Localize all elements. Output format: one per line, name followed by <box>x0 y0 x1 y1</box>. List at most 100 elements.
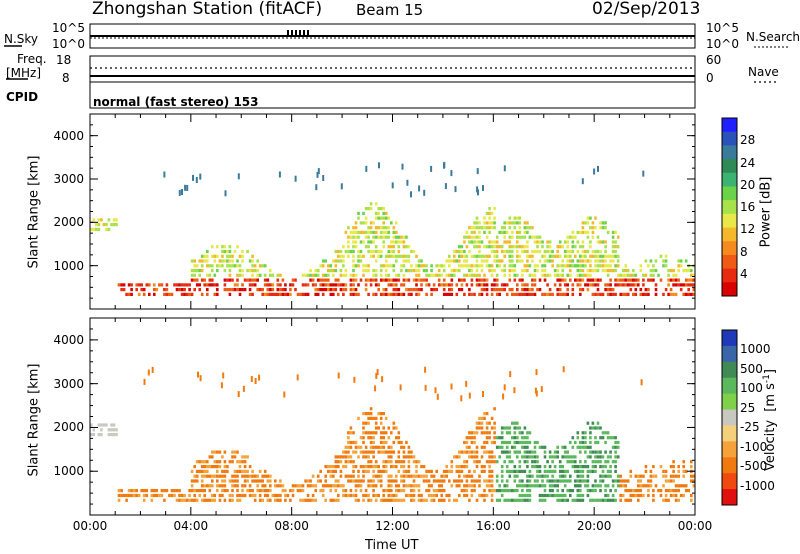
velocity-cell <box>513 465 517 469</box>
power-cell <box>228 288 232 292</box>
velocity-label-unit: [m s <box>763 383 779 412</box>
power-cell <box>566 249 569 254</box>
velocity-cell <box>402 479 406 483</box>
power-cell <box>395 292 398 296</box>
power-cell <box>543 264 547 268</box>
power-cell <box>516 240 519 244</box>
velocity-cell <box>558 474 562 478</box>
velocity-cell <box>589 445 592 449</box>
power-cell <box>384 254 388 258</box>
velocity-cell <box>594 440 597 445</box>
power-colorbar-swatch <box>722 118 737 133</box>
velocity-cell <box>478 484 481 488</box>
velocity-cell <box>609 450 612 454</box>
power-cell <box>669 288 673 292</box>
velocity-cell <box>616 474 620 478</box>
power-cell <box>374 273 378 277</box>
power-cell <box>488 264 491 268</box>
power-cell <box>563 264 567 268</box>
power-cell <box>324 288 327 292</box>
velocity-cell <box>533 484 537 488</box>
power-cell <box>558 278 562 282</box>
power-cell <box>528 273 532 277</box>
power-cell <box>589 264 592 268</box>
velocity-cell <box>402 469 406 473</box>
power-cell <box>342 264 345 268</box>
power-cell <box>430 269 433 273</box>
power-cell <box>367 230 370 234</box>
power-cell <box>352 283 355 287</box>
velocity-cell <box>367 479 370 483</box>
velocity-cell <box>584 484 587 488</box>
velocity-cell <box>606 436 610 440</box>
power-cell <box>508 240 512 244</box>
power-cell <box>505 230 509 234</box>
power-cell <box>511 235 514 239</box>
power-cell <box>276 292 280 296</box>
velocity-cell <box>611 436 615 440</box>
power-cell <box>382 245 385 249</box>
velocity-cell <box>319 489 322 493</box>
velocity-cell <box>488 465 491 469</box>
power-cell <box>508 264 512 268</box>
velocity-cell <box>337 460 340 464</box>
power-cell <box>362 211 365 215</box>
power-cell <box>642 278 645 282</box>
velocity-cell <box>495 436 499 440</box>
velocity-cell <box>372 455 375 459</box>
velocity-cell <box>619 479 622 483</box>
power-cell <box>450 170 453 177</box>
velocity-cell <box>334 489 338 493</box>
velocity-cell <box>473 436 476 440</box>
velocity-cell <box>468 455 471 459</box>
power-cell <box>465 254 469 258</box>
velocity-cell <box>211 484 214 488</box>
velocity-cell <box>521 469 524 473</box>
power-cell <box>357 249 360 254</box>
power-cell <box>332 269 335 273</box>
velocity-cell <box>569 460 572 464</box>
power-cell <box>301 292 305 296</box>
velocity-cell <box>586 489 590 493</box>
power-cell <box>248 259 252 263</box>
power-colorbar-swatch <box>722 282 737 297</box>
velocity-cell <box>407 493 411 498</box>
velocity-cell <box>342 493 345 498</box>
power-cell <box>458 269 461 273</box>
velocity-cell <box>586 455 590 459</box>
power-cell <box>442 292 446 296</box>
velocity-cell <box>316 479 320 483</box>
power-cell <box>284 288 287 292</box>
power-cell <box>639 292 643 296</box>
power-cell <box>359 249 363 254</box>
velocity-cell <box>488 436 491 440</box>
velocity-cell <box>364 469 368 473</box>
power-cell <box>248 269 252 273</box>
power-cell <box>357 264 360 268</box>
velocity-cell <box>342 465 345 469</box>
velocity-cell <box>495 489 499 493</box>
velocity-cell <box>339 460 343 464</box>
power-cell <box>644 259 648 263</box>
velocity-cell <box>261 498 264 502</box>
velocity-cell <box>500 469 504 473</box>
velocity-cell <box>311 498 315 502</box>
velocity-cell <box>601 465 605 469</box>
velocity-cell <box>314 484 317 488</box>
power-cell <box>626 273 630 277</box>
velocity-cell <box>344 450 348 454</box>
velocity-cell <box>503 460 506 464</box>
velocity-cell <box>347 431 350 435</box>
velocity-cell <box>397 431 401 435</box>
power-cell <box>664 264 668 268</box>
power-cell <box>269 269 272 273</box>
power-cell <box>367 226 370 230</box>
velocity-cell <box>284 498 287 502</box>
power-colorbar-swatch <box>722 145 737 160</box>
power-cell <box>372 235 375 239</box>
power-cell <box>155 288 159 292</box>
velocity-cell <box>334 484 338 488</box>
power-cell <box>190 278 194 282</box>
velocity-cell <box>188 498 191 502</box>
velocity-cell <box>468 392 471 399</box>
